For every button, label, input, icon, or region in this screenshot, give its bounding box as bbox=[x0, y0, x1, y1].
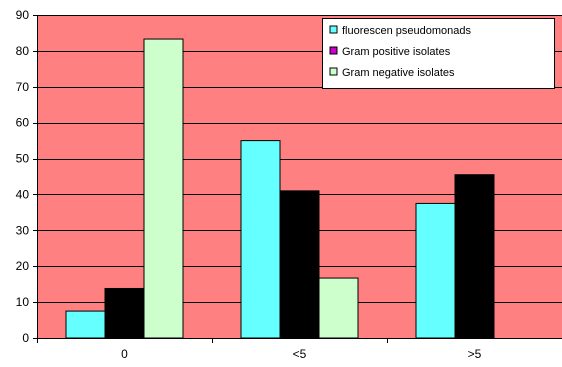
legend-label: Gram negative isolates bbox=[342, 67, 455, 79]
x-tick-label: <5 bbox=[293, 347, 307, 361]
legend-swatch bbox=[329, 46, 338, 55]
y-tick-label: 80 bbox=[16, 44, 30, 58]
axes bbox=[33, 15, 562, 343]
bar bbox=[415, 202, 456, 339]
legend-box bbox=[322, 18, 555, 89]
y-tick-label: 20 bbox=[16, 259, 30, 273]
legend-label: Gram positive isolates bbox=[342, 46, 451, 58]
y-tick-label: 10 bbox=[16, 295, 30, 309]
legend-label: fluorescen pseudomonads bbox=[342, 25, 472, 37]
x-tick-label: >5 bbox=[468, 347, 482, 361]
bar bbox=[65, 310, 106, 339]
y-tick-label: 30 bbox=[16, 223, 30, 237]
y-tick-label: 70 bbox=[16, 80, 30, 94]
y-tick-label: 50 bbox=[16, 152, 30, 166]
x-tick-labels: 0 <5 >5 bbox=[121, 347, 482, 361]
y-tick-label: 90 bbox=[16, 8, 30, 22]
bars bbox=[65, 38, 495, 339]
legend: fluorescen pseudomonads Gram positive iso… bbox=[322, 18, 555, 89]
legend-swatch bbox=[329, 67, 338, 76]
bar bbox=[279, 190, 320, 339]
bar bbox=[104, 287, 145, 339]
legend-swatch bbox=[329, 25, 338, 34]
x-tick-label: 0 bbox=[121, 347, 128, 361]
y-tick-label: 60 bbox=[16, 116, 30, 130]
y-tick-labels: 0 10 20 30 40 50 60 70 80 90 bbox=[16, 8, 30, 345]
bar bbox=[240, 140, 281, 339]
bar bbox=[454, 174, 495, 339]
y-tick-label: 40 bbox=[16, 187, 30, 201]
y-tick-label: 0 bbox=[22, 331, 29, 345]
bar bbox=[143, 38, 184, 339]
bar bbox=[318, 277, 359, 339]
